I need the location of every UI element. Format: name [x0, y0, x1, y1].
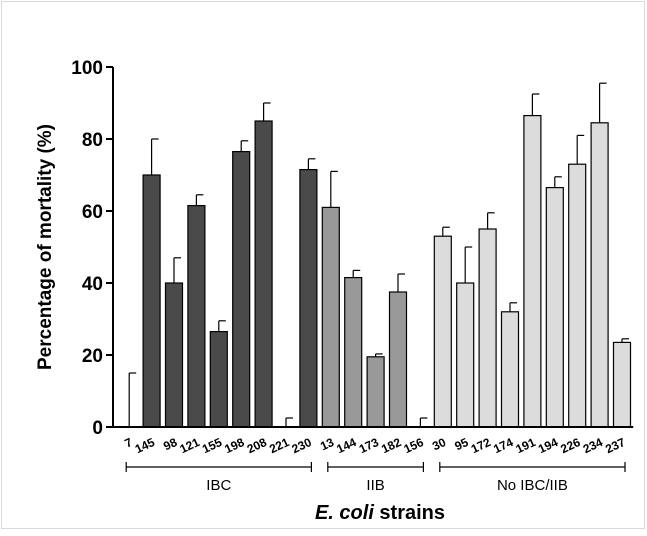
x-axis-label-rest: strains	[374, 502, 445, 524]
bar-173	[366, 356, 385, 428]
x-tick-label: 173	[357, 435, 381, 456]
y-tick-label: 80	[82, 130, 103, 151]
x-tick-label: 226	[558, 435, 582, 456]
bar-198	[232, 151, 251, 428]
bar-121	[187, 205, 206, 428]
group-label: No IBC/IIB	[497, 477, 568, 494]
x-tick-label: 194	[536, 435, 560, 456]
x-axis-label-italic: E. coli	[315, 502, 374, 524]
y-axis-label: Percentage of mortality (%)	[35, 124, 56, 370]
group-label: IIB	[366, 477, 384, 494]
x-tick-label: 95	[452, 435, 470, 453]
y-tick-label: 100	[71, 58, 103, 79]
y-tick-label: 60	[82, 202, 103, 223]
bar-226	[568, 163, 587, 428]
bar-194	[545, 187, 564, 428]
x-tick-label: 234	[581, 435, 605, 456]
x-tick-label: 121	[178, 435, 202, 456]
bar-155	[209, 331, 228, 428]
y-axis: 0 20 40 60 80 100	[71, 58, 114, 439]
x-tick-label: 208	[245, 435, 269, 456]
x-tick-label: 182	[379, 435, 403, 456]
bar-30	[433, 235, 452, 428]
x-tick-label: 191	[514, 435, 538, 456]
y-tick-label: 20	[82, 346, 103, 367]
bar-174	[500, 311, 520, 428]
x-tick-label: 13	[318, 435, 336, 453]
bar-208	[254, 120, 273, 428]
x-tick-label: 172	[469, 435, 493, 456]
bar-144	[344, 277, 363, 428]
bar-191	[523, 114, 542, 428]
bar-172	[478, 228, 497, 428]
bar-95	[456, 282, 475, 428]
x-tick-label: 30	[430, 435, 448, 453]
bar-182	[388, 291, 408, 428]
x-tick-label: 98	[161, 435, 179, 453]
x-tick-label: 230	[290, 435, 314, 456]
x-tick-label: 145	[133, 435, 157, 456]
x-tick-label: 198	[222, 435, 246, 456]
x-tick-label: 221	[267, 435, 291, 456]
x-tick-label: 156	[402, 435, 426, 456]
group-brackets: IBC IIB No IBC/IIB	[125, 462, 626, 494]
bar-230	[299, 169, 318, 428]
y-tick-label: 0	[92, 418, 103, 439]
bars	[128, 82, 632, 428]
y-tick-label: 40	[82, 274, 103, 295]
group-label: IBC	[206, 477, 231, 494]
bar-98	[164, 282, 184, 428]
x-tick-label: 155	[200, 435, 224, 456]
bar-13	[321, 206, 340, 428]
x-axis-label: E. coli strains	[315, 502, 445, 524]
bar-234	[590, 122, 609, 428]
x-tick-label: 144	[334, 435, 358, 456]
bar-237	[612, 341, 632, 428]
x-tick-label: 174	[491, 435, 515, 456]
x-tick-label: 237	[603, 435, 627, 456]
bar-145	[142, 174, 161, 428]
